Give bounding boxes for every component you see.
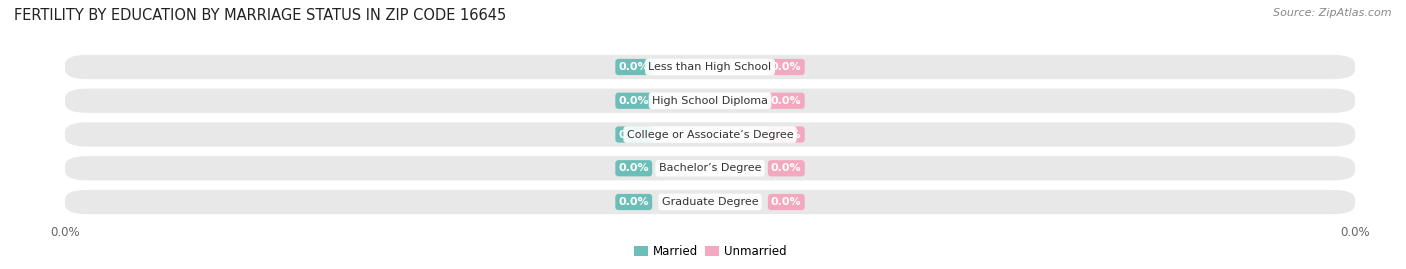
FancyBboxPatch shape xyxy=(65,122,1355,147)
Text: High School Diploma: High School Diploma xyxy=(652,96,768,106)
Text: Less than High School: Less than High School xyxy=(648,62,772,72)
Text: Source: ZipAtlas.com: Source: ZipAtlas.com xyxy=(1274,8,1392,18)
Text: 0.0%: 0.0% xyxy=(770,163,801,173)
Text: 0.0%: 0.0% xyxy=(770,62,801,72)
Text: 0.0%: 0.0% xyxy=(619,96,650,106)
Text: 0.0%: 0.0% xyxy=(770,129,801,140)
Text: 0.0%: 0.0% xyxy=(770,96,801,106)
Text: 0.0%: 0.0% xyxy=(619,129,650,140)
FancyBboxPatch shape xyxy=(65,190,1355,214)
FancyBboxPatch shape xyxy=(65,89,1355,113)
Text: 0.0%: 0.0% xyxy=(619,163,650,173)
Text: Graduate Degree: Graduate Degree xyxy=(662,197,758,207)
Text: Bachelor’s Degree: Bachelor’s Degree xyxy=(659,163,761,173)
Legend: Married, Unmarried: Married, Unmarried xyxy=(628,240,792,263)
Text: 0.0%: 0.0% xyxy=(770,197,801,207)
Text: College or Associate’s Degree: College or Associate’s Degree xyxy=(627,129,793,140)
Text: FERTILITY BY EDUCATION BY MARRIAGE STATUS IN ZIP CODE 16645: FERTILITY BY EDUCATION BY MARRIAGE STATU… xyxy=(14,8,506,23)
FancyBboxPatch shape xyxy=(65,55,1355,79)
FancyBboxPatch shape xyxy=(65,156,1355,180)
Text: 0.0%: 0.0% xyxy=(619,62,650,72)
Text: 0.0%: 0.0% xyxy=(619,197,650,207)
